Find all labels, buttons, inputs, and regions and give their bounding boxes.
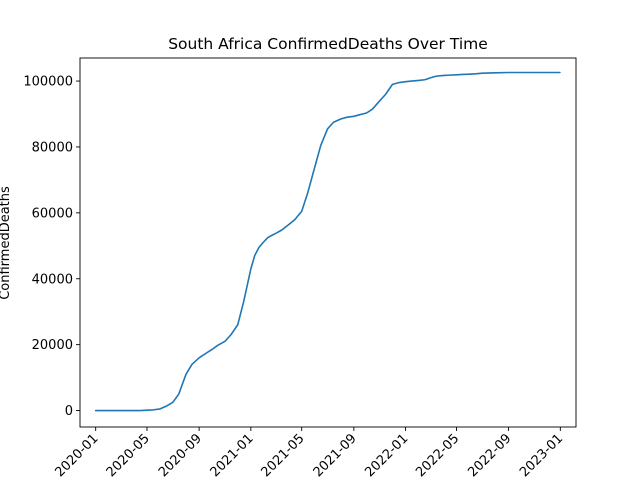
series-line-0	[94, 71, 561, 412]
y-axis-label: ConfirmedDeaths	[0, 186, 13, 300]
y-tick-label: 80000	[32, 140, 73, 155]
y-tick-label: 20000	[32, 338, 73, 353]
chart-title: South Africa ConfirmedDeaths Over Time	[168, 35, 488, 53]
axes-frame	[79, 57, 577, 428]
y-tick-label: 60000	[32, 206, 73, 221]
y-tick-label: 100000	[23, 75, 73, 90]
y-tick-label: 40000	[32, 272, 73, 287]
y-tick-label: 0	[65, 404, 73, 419]
